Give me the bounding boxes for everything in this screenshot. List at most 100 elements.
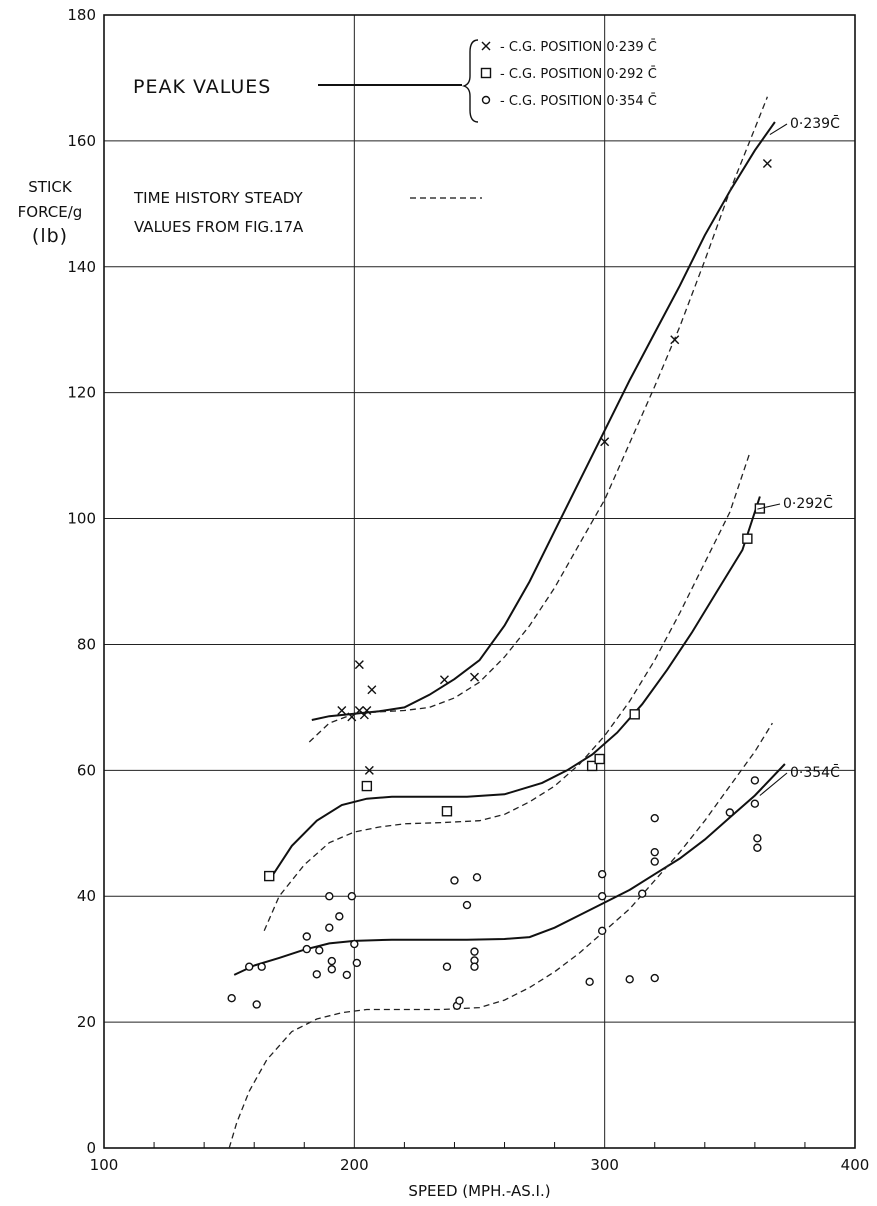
square-marker <box>361 780 373 792</box>
circle-marker <box>650 847 659 857</box>
circle-marker <box>244 962 254 971</box>
labels: 0 20 40 60 80 100 120 140 160 180 100 200 300 400 SPEE… <box>18 6 870 1200</box>
square-marker <box>480 67 492 79</box>
square-marker <box>264 870 275 882</box>
x-marker <box>600 437 610 447</box>
circle-marker <box>442 962 452 971</box>
y-tick-label: 80 <box>77 635 96 653</box>
x-marker-stroke <box>354 660 364 670</box>
circle-marker <box>481 95 491 105</box>
x-marker-stroke <box>481 41 491 51</box>
y-axis-label: STICK <box>28 178 73 196</box>
x-marker <box>670 335 680 345</box>
circle-marker <box>725 808 735 817</box>
x-axis-label: SPEED (MPH.-AS.I.) <box>408 1182 550 1200</box>
legend-entry: - C.G. POSITION 0·239 C̄ <box>500 40 657 55</box>
circle-marker <box>325 923 334 932</box>
circle-marker <box>470 947 479 956</box>
circle-marker <box>470 962 479 971</box>
steady-curve <box>263 452 751 932</box>
x-tick-label: 100 <box>90 1156 119 1174</box>
x-marker <box>439 675 449 685</box>
circle-marker <box>347 892 357 901</box>
x-marker-stroke <box>469 672 479 682</box>
curve-label: 0·292C̄ <box>783 494 833 512</box>
circle-marker <box>650 813 659 823</box>
peak-curve <box>311 121 776 721</box>
circle-marker <box>352 958 362 968</box>
x-marker-stroke <box>600 437 610 447</box>
legend-entry: - C.G. POSITION 0·292 C̄ <box>500 67 657 82</box>
legend-brace <box>461 39 479 123</box>
curve-label-leader <box>759 772 788 796</box>
x-marker-stroke <box>367 685 377 695</box>
peak-curve <box>233 763 786 976</box>
circle-marker <box>227 993 236 1003</box>
x-marker <box>367 685 377 695</box>
circle-marker <box>638 889 647 898</box>
grid-lines <box>103 14 856 1149</box>
circle-marker <box>327 956 337 966</box>
square-marker <box>629 709 640 720</box>
steady-curve <box>308 96 769 743</box>
data-points <box>227 159 772 1010</box>
circle-marker <box>302 932 311 941</box>
circle-marker <box>327 965 337 974</box>
circle-marker <box>585 977 594 987</box>
x-marker <box>762 159 772 169</box>
x-marker <box>362 706 372 716</box>
y-tick-label: 140 <box>67 258 96 276</box>
y-tick-label: 180 <box>67 6 96 24</box>
circle-marker <box>597 869 607 879</box>
circle-marker <box>625 975 634 984</box>
y-tick-label: 120 <box>67 384 96 402</box>
y-axis-label: FORCE/g <box>18 203 83 221</box>
circle-marker <box>302 944 311 954</box>
x-marker <box>347 712 357 722</box>
y-tick-label: 100 <box>67 510 96 528</box>
x-marker <box>469 672 479 682</box>
x-marker-stroke <box>354 706 364 716</box>
y-axis-label: (lb) <box>32 225 68 247</box>
square-marker <box>586 760 598 772</box>
circle-marker <box>753 834 762 843</box>
x-marker <box>364 765 374 775</box>
plot-frame <box>103 14 856 1149</box>
circle-marker <box>750 776 760 785</box>
circle-marker <box>450 876 459 885</box>
x-marker-stroke <box>762 159 772 169</box>
x-marker-stroke <box>362 706 372 716</box>
x-marker-stroke <box>670 335 680 345</box>
x-marker <box>481 41 491 51</box>
dashed-legend-text: TIME HISTORY STEADY <box>133 189 304 207</box>
circle-marker <box>472 873 482 882</box>
legend-entry: - C.G. POSITION 0·354 C̄ <box>500 94 657 109</box>
circle-marker <box>650 973 659 983</box>
x-tick-label: 300 <box>590 1156 619 1174</box>
curve-label-leader <box>769 123 788 136</box>
dashed-legend-text: VALUES FROM FIG.17A <box>134 218 304 236</box>
peak-values-label: PEAK VALUES <box>133 76 271 98</box>
circle-marker <box>597 926 607 936</box>
circle-marker <box>597 892 607 901</box>
x-tick-label: 400 <box>841 1156 870 1174</box>
circle-marker <box>350 939 359 949</box>
y-tick-label: 160 <box>67 132 96 150</box>
x-marker <box>337 706 347 716</box>
square-marker <box>441 806 453 817</box>
x-tick-label: 200 <box>340 1156 369 1174</box>
circle-marker <box>753 843 762 852</box>
square-marker <box>594 753 605 765</box>
x-marker-stroke <box>347 712 357 722</box>
circle-marker <box>312 970 321 979</box>
peak-curve <box>268 496 761 882</box>
curves <box>228 96 786 1149</box>
axes <box>103 14 856 1149</box>
steady-curve <box>228 722 773 1149</box>
circle-marker <box>325 892 334 901</box>
x-marker-stroke <box>359 710 369 720</box>
circle-marker <box>315 946 324 955</box>
circle-marker <box>750 799 760 808</box>
circle-marker <box>335 912 344 921</box>
